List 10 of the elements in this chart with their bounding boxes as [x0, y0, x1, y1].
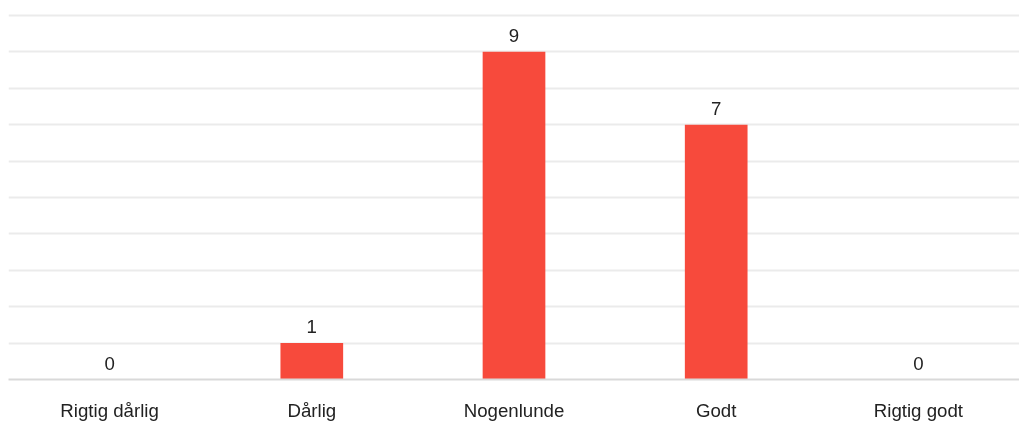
x-tick-label: Nogenlunde — [463, 399, 565, 421]
x-tick-label: Rigtig godt — [873, 399, 964, 421]
x-tick-label: Dårlig — [287, 399, 337, 421]
x-tick-label: Rigtig dårlig — [60, 399, 159, 421]
data-label: 9 — [508, 24, 520, 46]
data-label: 7 — [711, 97, 722, 119]
data-label: 0 — [104, 352, 115, 374]
data-label: 0 — [913, 352, 924, 374]
x-tick-label: Godt — [695, 399, 738, 421]
data-label: 1 — [306, 316, 317, 338]
